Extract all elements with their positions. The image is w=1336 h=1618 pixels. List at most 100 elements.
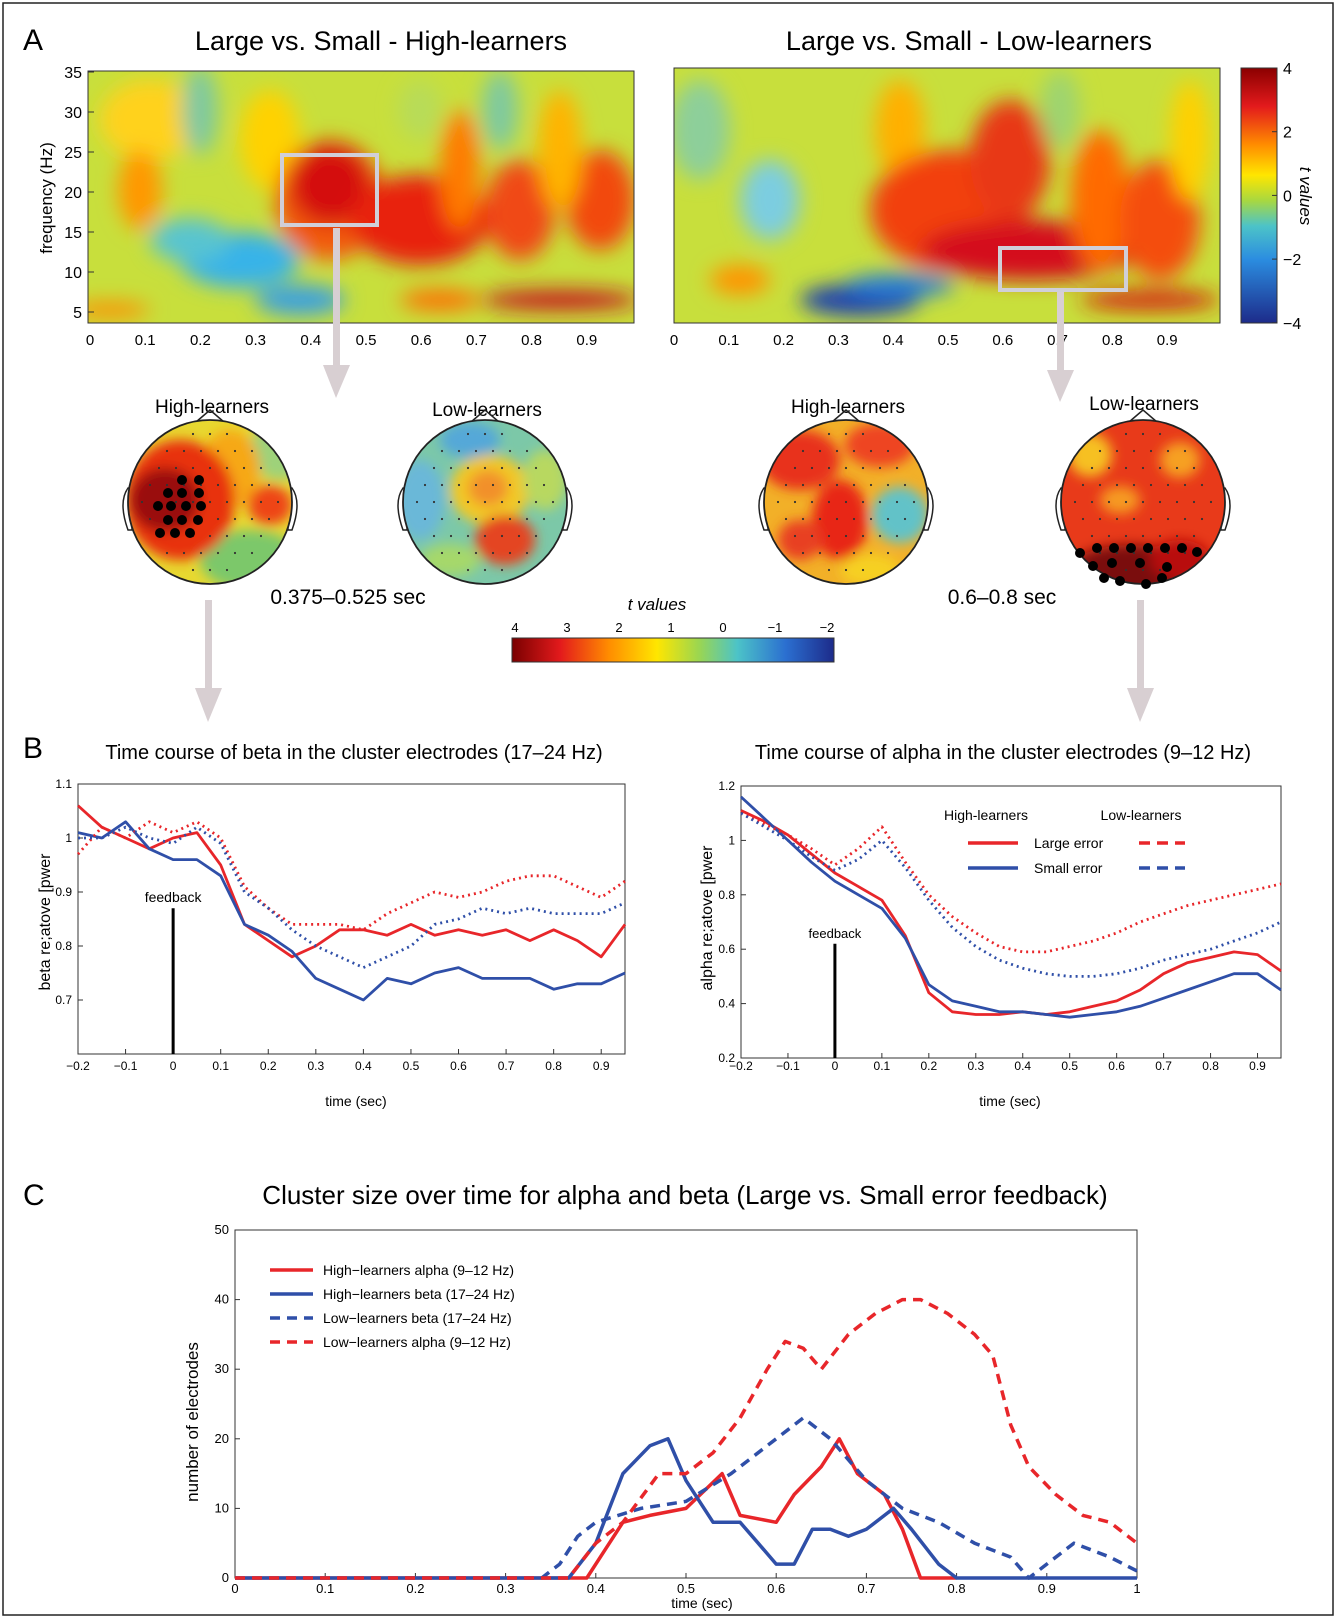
cluster-legend-1: High−learners alpha (9–12 Hz)	[323, 1262, 514, 1278]
heatmap-y-tick-label: 30	[64, 105, 82, 122]
electrode	[818, 483, 822, 487]
electrode	[852, 551, 856, 555]
electrode	[1158, 500, 1162, 504]
cluster-electrode	[1115, 576, 1125, 586]
alpha-time-course-plot: −0.2 −0.1 0 0.1 0.2 0.3 0.4 0.5 0.6 0.7 0.8 0.9 0.2 0…	[718, 779, 1282, 1073]
electrode	[1115, 517, 1119, 521]
electrode	[776, 500, 780, 504]
electrode	[233, 517, 237, 521]
cluster-electrode	[1177, 543, 1187, 553]
roi-box-alpha	[998, 246, 1128, 292]
x-tick-label: 0	[832, 1059, 839, 1073]
electrode	[878, 466, 882, 470]
x-tick-label: 0.7	[857, 1581, 875, 1596]
electrode	[250, 517, 254, 521]
electrode	[1132, 449, 1136, 453]
electrode	[1098, 517, 1102, 521]
electrode	[903, 483, 907, 487]
heatmap-2-frame	[673, 67, 1221, 324]
electrode	[818, 449, 822, 453]
heatmap-1-title: Large vs. Small - High-learners	[195, 26, 567, 56]
electrode	[466, 534, 470, 538]
electrode	[225, 432, 229, 436]
x-tick-label: 0.5	[403, 1059, 420, 1073]
x-tick-label: 0	[231, 1581, 238, 1596]
electrode	[542, 517, 546, 521]
electrode	[801, 449, 805, 453]
heatmap-y-tick-label: 10	[64, 265, 82, 282]
series-line	[740, 811, 1282, 954]
electrode	[508, 449, 512, 453]
electrode	[895, 466, 899, 470]
colorbar-h-tick-label: −2	[820, 620, 835, 635]
series-line	[77, 820, 626, 1002]
electrode	[1166, 483, 1170, 487]
electrode	[852, 449, 856, 453]
colorbar-vertical	[1240, 67, 1278, 324]
cluster-electrode	[153, 501, 163, 511]
electrode	[1115, 551, 1119, 555]
cluster-electrode	[1141, 579, 1151, 589]
heatmap-2-x-tick-label: 0.3	[828, 332, 849, 349]
electrode	[457, 483, 461, 487]
electrode	[1158, 534, 1162, 538]
electrode	[1183, 551, 1187, 555]
electrode	[861, 534, 865, 538]
x-tick-label: 0.1	[316, 1581, 334, 1596]
topo-4-title: Low-learners	[1089, 394, 1199, 415]
electrode	[1124, 534, 1128, 538]
electrode	[466, 568, 470, 572]
electrode	[432, 500, 436, 504]
series-line	[740, 795, 1282, 1019]
electrode	[517, 466, 521, 470]
electrode	[861, 500, 865, 504]
electrode	[1107, 534, 1111, 538]
x-tick-label: 0.5	[677, 1581, 695, 1596]
electrode	[1132, 517, 1136, 521]
electrode	[191, 500, 195, 504]
electrode	[878, 534, 882, 538]
electrode	[869, 551, 873, 555]
y-tick-label: 30	[215, 1361, 229, 1376]
electrode	[525, 517, 529, 521]
electrode	[818, 551, 822, 555]
heatmap-1-x-ticks: 0 0.1 0.2 0.3 0.4 0.5 0.6 0.7 0.8 0.9	[86, 332, 597, 349]
electrode	[534, 500, 538, 504]
electrode	[1115, 483, 1119, 487]
colorbar-horizontal-label: t values	[628, 595, 687, 614]
plot-frame	[740, 785, 1282, 1059]
electrode	[508, 517, 512, 521]
electrode	[1149, 449, 1153, 453]
cluster-electrode	[193, 515, 203, 525]
electrode	[1166, 551, 1170, 555]
y-tick-label: 0.6	[718, 942, 735, 956]
cluster-electrode	[194, 475, 204, 485]
cluster-electrode	[1099, 573, 1109, 583]
topo-1-title: High-learners	[155, 397, 269, 418]
electrode	[886, 483, 890, 487]
electrode	[165, 449, 169, 453]
electrode	[801, 551, 805, 555]
topomap-high-learners-beta	[122, 409, 298, 585]
cluster-electrode	[163, 515, 173, 525]
electrode	[835, 517, 839, 521]
y-tick-label: 1.2	[718, 779, 735, 793]
electrode	[483, 534, 487, 538]
electrode	[869, 517, 873, 521]
cluster-legend: High−learners alpha (9–12 Hz) High−learn…	[270, 1262, 515, 1350]
electrode	[1149, 483, 1153, 487]
x-tick-label: 0.6	[767, 1581, 785, 1596]
cluster-electrode	[1092, 543, 1102, 553]
electrode	[1175, 466, 1179, 470]
cluster-electrode	[1135, 558, 1145, 568]
electrode	[457, 517, 461, 521]
heatmap-1-x-tick-label: 0.8	[521, 332, 542, 349]
electrode	[1158, 432, 1162, 436]
electrode	[525, 449, 529, 453]
cluster-electrode	[1088, 561, 1098, 571]
electrode	[449, 466, 453, 470]
heatmap-2-x-tick-label: 0.5	[938, 332, 959, 349]
cluster-electrode	[1162, 562, 1172, 572]
